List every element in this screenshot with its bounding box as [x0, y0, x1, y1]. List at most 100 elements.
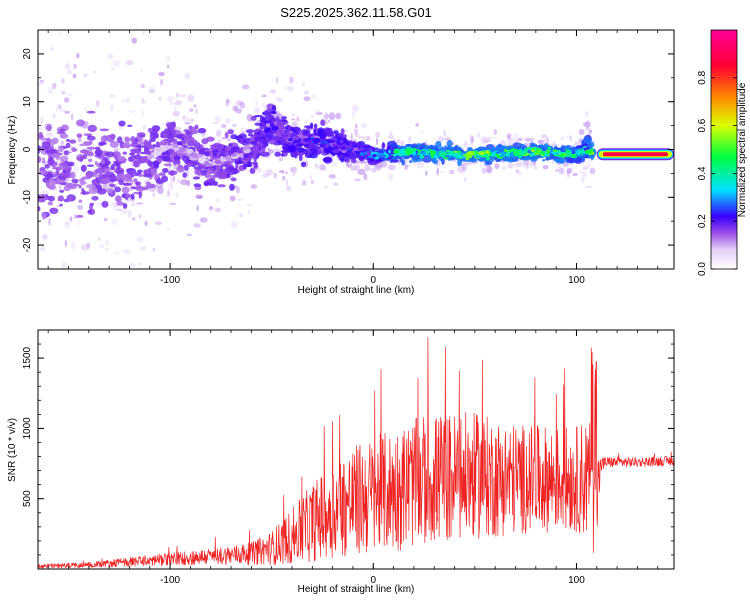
- spectrogram-energy-blob: [281, 116, 287, 120]
- spectrogram-noise-blob: [262, 173, 270, 178]
- spectrogram-energy-blob: [76, 133, 83, 138]
- spectrogram-energy-blob: [58, 128, 66, 133]
- spectrogram-energy-blob: [128, 156, 134, 162]
- spectrogram-energy-blob: [507, 145, 514, 148]
- spectrogram-energy-blob: [587, 142, 593, 148]
- spectrogram-energy-blob: [259, 151, 270, 157]
- spectrogram-energy-blob: [224, 132, 229, 139]
- spectrogram-energy-blob: [91, 195, 99, 201]
- spectrogram-noise-blob: [443, 137, 452, 140]
- spectrogram-noise-blob: [354, 134, 360, 138]
- spectrogram-energy-blob: [352, 141, 357, 148]
- spectrogram-noise-blob: [530, 159, 533, 168]
- spectrogram-ridge-blob: [353, 147, 359, 152]
- spectrogram-noise-blob: [229, 195, 236, 202]
- spectrogram-noise-blob: [110, 67, 115, 71]
- spectrogram-ridge-blob: [254, 136, 261, 142]
- spectrogram-xtick-label-1: 0: [370, 275, 376, 286]
- spectrogram-noise-blob: [463, 177, 467, 182]
- spectrogram-noise-blob: [286, 185, 292, 192]
- spectrogram-energy-blob: [209, 167, 213, 171]
- spectrogram-noise-blob: [136, 202, 144, 205]
- spectrogram-noise-blob: [199, 217, 208, 223]
- spectrogram-noise-blob: [366, 136, 371, 141]
- spectrogram-noise-blob: [464, 163, 468, 171]
- spectrogram-noise-blob: [187, 94, 195, 102]
- spectrogram-ridge-blob: [312, 137, 321, 144]
- spectrogram-noise-blob: [95, 100, 100, 107]
- spectrogram-energy-blob: [88, 187, 99, 195]
- spectrogram-energy-blob: [117, 156, 126, 162]
- spectrogram-noise-blob: [486, 165, 493, 174]
- spectrogram-ytick-label-3: 10: [22, 96, 33, 108]
- spectrogram-noise-blob: [350, 165, 358, 172]
- spectrogram-ytick-label-2: 0: [22, 146, 33, 152]
- spectrogram-noise-blob: [323, 185, 329, 189]
- spectrogram-noise-blob: [129, 184, 133, 192]
- snr-ytick-label-0: 500: [22, 490, 33, 507]
- spectrogram-noise-blob: [208, 206, 214, 211]
- spectrogram-energy-blob: [215, 166, 222, 170]
- spectrogram-noise-blob: [217, 138, 222, 144]
- spectrogram-noise-blob: [158, 96, 163, 102]
- snr-ytick-label-2: 1500: [22, 347, 33, 370]
- spectrogram-energy-blob: [94, 149, 103, 156]
- spectrogram-noise-blob: [361, 160, 368, 164]
- spectrogram-energy-blob: [41, 141, 50, 145]
- spectrogram-energy-blob: [116, 162, 121, 170]
- colorbar-ticks: [711, 77, 737, 270]
- spectrogram-noise-blob: [76, 52, 80, 59]
- spectrogram-energy-blob: [390, 159, 399, 163]
- spectrogram-ridge-blob: [225, 157, 231, 161]
- spectrogram-energy-blob: [60, 159, 64, 163]
- spectrogram-noise-blob: [52, 82, 57, 90]
- spectrogram-energy-blob: [544, 157, 551, 161]
- spectrogram-energy-blob: [51, 166, 60, 170]
- spectrogram-ridge-blob: [569, 155, 578, 158]
- spectrogram-ridge-blob: [422, 152, 427, 157]
- spectrogram-energy-blob: [38, 134, 44, 139]
- spectrogram-noise-blob: [129, 263, 136, 268]
- snr-xtick-label-1: 0: [370, 575, 376, 586]
- spectrogram-energy-blob: [83, 133, 93, 137]
- spectrogram-ridge-blob: [408, 154, 413, 158]
- spectrogram-energy-blob: [114, 186, 121, 193]
- spectrogram-energy-blob: [86, 164, 95, 167]
- spectrogram-ytick-label-0: -20: [22, 237, 33, 252]
- spectrogram-noise-blob: [72, 73, 77, 78]
- spectrogram-ridge-blob: [366, 150, 372, 157]
- spectrogram-energy-blob: [46, 181, 51, 188]
- spectrogram-energy-blob: [239, 157, 250, 161]
- spectrogram-ridge-blob: [213, 160, 222, 164]
- spectrogram-noise-blob: [131, 217, 136, 221]
- spectrogram-energy-blob: [343, 157, 351, 163]
- spectrogram-noise-blob: [531, 137, 535, 143]
- spectrogram-energy-blob: [381, 158, 389, 161]
- spectrogram-energy-blob: [416, 144, 422, 149]
- spectrogram-energy-blob: [99, 128, 110, 132]
- spectrogram-energy-blob: [337, 152, 341, 158]
- spectrogram-energy-blob: [318, 132, 327, 139]
- spectrogram-energy-blob: [122, 151, 128, 155]
- spectrogram-ridge-blob: [344, 145, 353, 150]
- spectrogram-ridge-blob: [577, 151, 582, 155]
- spectrogram-ridge-blob: [372, 153, 377, 158]
- spectrogram-noise-blob: [301, 179, 307, 186]
- spectrogram-noise-blob: [166, 64, 170, 69]
- spectrogram-energy-blob: [152, 129, 159, 133]
- spectrogram-noise-blob: [456, 165, 461, 174]
- spectrogram-energy-blob: [94, 161, 98, 166]
- spectrogram-energy-blob: [217, 184, 226, 188]
- spectrogram-energy-blob: [56, 131, 66, 135]
- spectrogram-ridge-blob: [257, 133, 265, 138]
- spectrogram-ridge-blob: [370, 151, 379, 156]
- spectrogram-noise-blob: [523, 137, 532, 142]
- spectrogram-noise-blob: [494, 163, 500, 170]
- spectrogram-energy-blob: [64, 182, 75, 188]
- spectrogram-energy-blob: [230, 177, 237, 182]
- tone-core: [602, 152, 668, 157]
- spectrogram-ridge-blob: [557, 149, 561, 155]
- spectrogram-energy-blob: [297, 142, 303, 148]
- spectrogram-ridge-blob: [536, 149, 542, 153]
- spectrogram-noise-blob: [120, 208, 128, 215]
